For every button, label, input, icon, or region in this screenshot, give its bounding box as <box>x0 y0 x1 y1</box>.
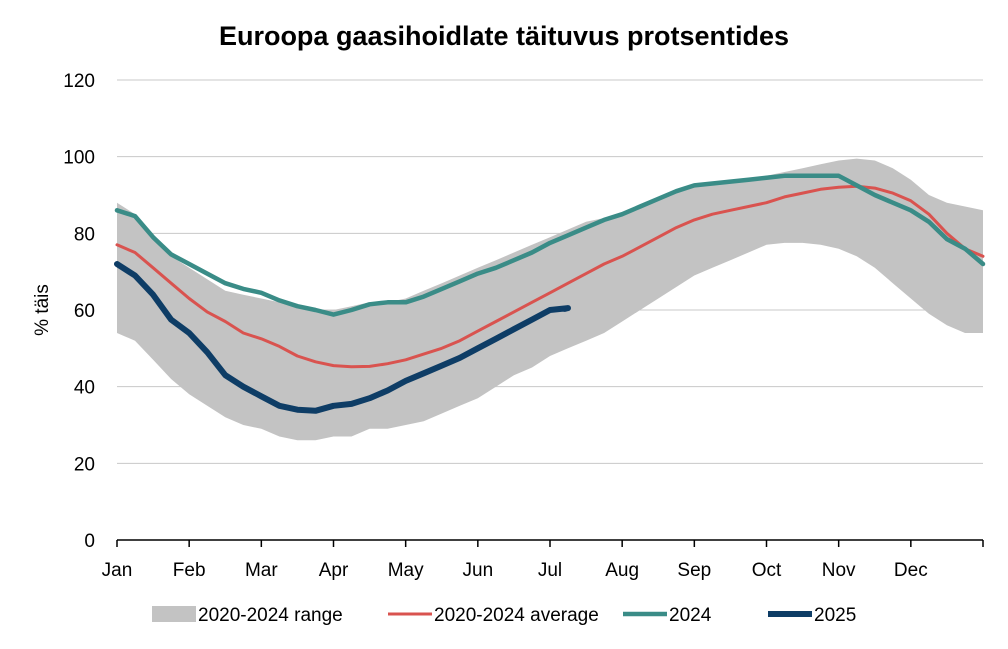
x-tick-label: Apr <box>319 560 349 581</box>
legend-swatch-range <box>152 606 196 622</box>
range-band <box>117 158 983 441</box>
x-tick-label: Oct <box>752 560 782 581</box>
series-line-y2024 <box>114 173 986 317</box>
legend-label-y2024: 2024 <box>669 605 712 626</box>
y-tick-label: 20 <box>74 454 95 475</box>
chart-title: Euroopa gaasihoidlate täituvus protsenti… <box>219 21 789 51</box>
y-tick-labels: 0 20 40 60 80 100 120 <box>63 71 95 552</box>
legend-label-y2025: 2025 <box>814 605 856 626</box>
x-tick-labels: Jan Feb Mar Apr May Jun Jul Aug Sep Oct Nov Dec <box>102 560 928 581</box>
y-tick-label: 0 <box>84 531 95 552</box>
legend: 2020-2024 range 2020-2024 average 2024 2025 <box>152 605 856 626</box>
x-tick-label: Jul <box>538 560 562 581</box>
legend-label-range: 2020-2024 range <box>198 605 343 626</box>
x-tick-label: Mar <box>245 560 278 581</box>
x-tick-label: Nov <box>822 560 856 581</box>
x-tick-label: Aug <box>605 560 639 581</box>
y-tick-label: 100 <box>63 148 95 169</box>
x-tick-label: Dec <box>894 560 928 581</box>
series-layer <box>114 173 986 414</box>
series-line-average <box>115 184 985 369</box>
x-tick-label: Sep <box>677 560 711 581</box>
y-tick-label: 120 <box>63 71 95 92</box>
x-tick-label: Jan <box>102 560 133 581</box>
x-tick-label: Jun <box>463 560 494 581</box>
y-tick-label: 60 <box>74 301 95 322</box>
y-tick-label: 40 <box>74 378 95 399</box>
series-line-y2025 <box>114 261 571 414</box>
legend-label-average: 2020-2024 average <box>434 605 599 626</box>
x-tick-label: May <box>388 560 424 581</box>
axes <box>116 539 984 547</box>
y-tick-label: 80 <box>74 224 95 245</box>
x-tick-label: Feb <box>173 560 206 581</box>
range-layer <box>117 158 983 441</box>
y-axis-label: % täis <box>32 284 53 336</box>
